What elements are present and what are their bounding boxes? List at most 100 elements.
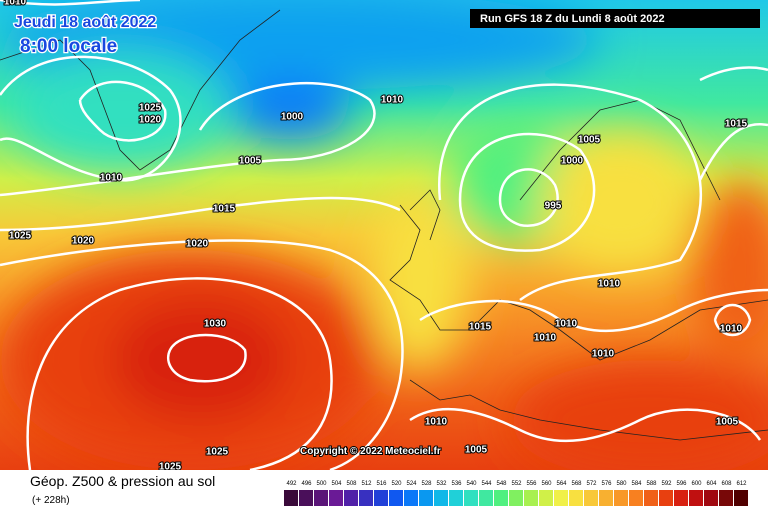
colorbar-tick-label: 496 bbox=[301, 481, 312, 487]
colorbar-tick-label: 540 bbox=[466, 481, 477, 487]
color-box bbox=[374, 490, 388, 506]
isobar-label: 1015 bbox=[469, 322, 492, 333]
color-box bbox=[584, 490, 598, 506]
isobar-label: 1010 bbox=[592, 349, 615, 360]
color-box bbox=[419, 490, 433, 506]
isobar-label: 1020 bbox=[139, 115, 162, 126]
forecast-time: 8:00 locale bbox=[20, 36, 117, 57]
colorbar-tick-label: 592 bbox=[661, 481, 672, 487]
colorbar-tick-label: 548 bbox=[496, 481, 507, 487]
color-box bbox=[509, 490, 523, 506]
colorbar-tick-label: 584 bbox=[631, 481, 642, 487]
isobar-label: 1010 bbox=[425, 417, 448, 428]
color-box bbox=[704, 490, 718, 506]
colorbar-tick-label: 608 bbox=[721, 481, 732, 487]
isobar-label: 1000 bbox=[561, 156, 584, 167]
isobar-label: 1010 bbox=[720, 324, 743, 335]
color-box bbox=[719, 490, 733, 506]
coastline bbox=[0, 9, 768, 441]
color-box bbox=[434, 490, 448, 506]
colorbar-tick-label: 600 bbox=[691, 481, 702, 487]
colorbar-tick-label: 564 bbox=[556, 481, 567, 487]
color-box bbox=[314, 490, 328, 506]
colorbar-tick-label: 568 bbox=[571, 481, 582, 487]
color-box bbox=[689, 490, 703, 506]
lead-time: (+ 228h) bbox=[32, 495, 70, 506]
color-box bbox=[284, 490, 298, 506]
colorbar: 492 496 500 504 508 512 516 520 524 528 532 536 540 5… bbox=[284, 481, 748, 506]
isobar-label: 1020 bbox=[72, 236, 95, 247]
colorbar-tick-label: 604 bbox=[706, 481, 717, 487]
color-box bbox=[644, 490, 658, 506]
color-box bbox=[329, 490, 343, 506]
color-box bbox=[389, 490, 403, 506]
forecast-date: Jeudi 18 août 2022 bbox=[14, 14, 156, 31]
colorbar-tick-label: 512 bbox=[361, 481, 372, 487]
color-box bbox=[524, 490, 538, 506]
color-box bbox=[299, 490, 313, 506]
colorbar-tick-label: 612 bbox=[736, 481, 747, 487]
colorbar-tick-label: 520 bbox=[391, 481, 402, 487]
color-box bbox=[659, 490, 673, 506]
color-box bbox=[404, 490, 418, 506]
isobar-label: 1005 bbox=[578, 135, 601, 146]
colorbar-tick-label: 536 bbox=[451, 481, 462, 487]
isobar-label: 1010 bbox=[534, 333, 557, 344]
colorbar-tick-label: 532 bbox=[436, 481, 447, 487]
legend-title: Géop. Z500 & pression au sol bbox=[30, 473, 215, 489]
colorbar-tick-label: 528 bbox=[421, 481, 432, 487]
isobar-label: 1025 bbox=[206, 447, 229, 458]
colorbar-tick-label: 500 bbox=[316, 481, 327, 487]
isobar-label: 1025 bbox=[139, 103, 162, 114]
colorbar-tick-label: 596 bbox=[676, 481, 687, 487]
color-box bbox=[554, 490, 568, 506]
isobar-label: 1000 bbox=[281, 112, 304, 123]
isobar-label: 1010 bbox=[4, 0, 27, 8]
isobar-label: 1010 bbox=[100, 173, 123, 184]
isobar-label: 1010 bbox=[598, 279, 621, 290]
colorbar-tick-label: 576 bbox=[601, 481, 612, 487]
isobar-label: 995 bbox=[545, 201, 562, 212]
color-box bbox=[494, 490, 508, 506]
isobar-label: 1010 bbox=[555, 319, 578, 330]
colorbar-tick-label: 524 bbox=[406, 481, 417, 487]
color-box bbox=[569, 490, 583, 506]
color-box bbox=[539, 490, 553, 506]
isobar-label: 1020 bbox=[186, 239, 209, 250]
isobar-label: 1015 bbox=[213, 204, 236, 215]
color-box bbox=[614, 490, 628, 506]
color-box bbox=[464, 490, 478, 506]
colorbar-tick-label: 516 bbox=[376, 481, 387, 487]
run-box bbox=[470, 9, 760, 28]
copyright: Copyright © 2022 Meteociel.fr bbox=[300, 446, 441, 457]
isobar-label: 1010 bbox=[381, 95, 404, 106]
colorbar-tick-label: 560 bbox=[541, 481, 552, 487]
colorbar-tick-label: 508 bbox=[346, 481, 357, 487]
run-info: Run GFS 18 Z du Lundi 8 août 2022 bbox=[480, 13, 665, 25]
color-box bbox=[629, 490, 643, 506]
colorbar-tick-label: 492 bbox=[286, 481, 297, 487]
colorbar-tick-label: 588 bbox=[646, 481, 657, 487]
map-background bbox=[0, 0, 768, 480]
color-box bbox=[479, 490, 493, 506]
isobar-label: 1005 bbox=[465, 445, 488, 456]
isobar-label: 1005 bbox=[716, 417, 739, 428]
colorbar-tick-label: 556 bbox=[526, 481, 537, 487]
isobar-label: 1005 bbox=[239, 156, 262, 167]
color-box bbox=[674, 490, 688, 506]
colorbar-tick-label: 544 bbox=[481, 481, 492, 487]
colorbar-tick-label: 572 bbox=[586, 481, 597, 487]
color-box bbox=[344, 490, 358, 506]
isobar-label: 1015 bbox=[725, 119, 748, 130]
colorbar-tick-label: 580 bbox=[616, 481, 627, 487]
color-box bbox=[734, 490, 748, 506]
isobar-label: 1030 bbox=[204, 319, 227, 330]
color-box bbox=[449, 490, 463, 506]
isobars bbox=[0, 0, 768, 470]
color-box bbox=[599, 490, 613, 506]
colorbar-tick-label: 504 bbox=[331, 481, 342, 487]
color-box bbox=[359, 490, 373, 506]
isobar-labels: 1010 1025 1020 1000 1010 1005 1010 1015 … bbox=[3, 0, 749, 474]
